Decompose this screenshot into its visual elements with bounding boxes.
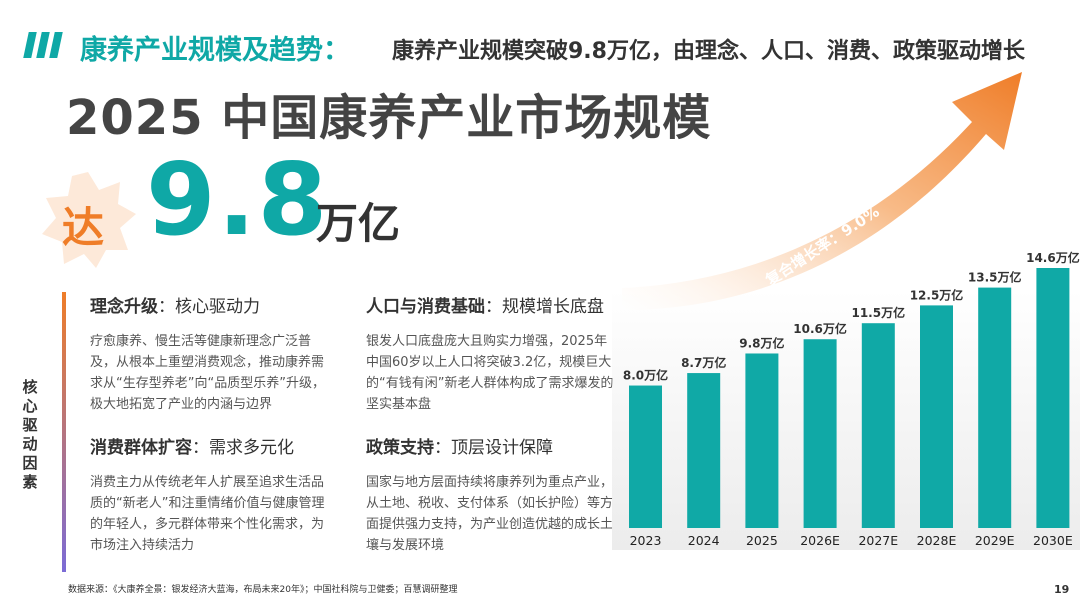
data-label-2028E: 12.5万亿 <box>910 287 964 302</box>
bar-2030E <box>1036 268 1070 528</box>
highlight-value: 9.8 <box>146 141 330 258</box>
card-key: 政策支持 <box>366 438 434 458</box>
data-source-note: 数据来源：《大康养全景：银发经济大蓝海，布局未来20年》；中国社科院与卫健委；百… <box>68 585 458 595</box>
x-tick-2025: 2025 <box>746 533 778 548</box>
card-rest: ：规模增长底盘 <box>485 297 604 317</box>
card-body: 消费主力从传统老年人扩展至追求生活品质的“新老人”和注重情绪价值与健康管理的年轻… <box>90 475 325 553</box>
section-title: 康养产业规模及趋势： <box>80 35 350 66</box>
card-key: 人口与消费基础 <box>366 297 485 317</box>
bar-2023 <box>629 385 662 528</box>
data-label-2030E: 14.6万亿 <box>1026 250 1080 265</box>
card-body: 银发人口底盘庞大且购实力增强，2025年中国60岁以上人口将突破3.2亿，规模巨… <box>366 334 614 412</box>
bar-2024 <box>687 373 721 528</box>
x-tick-2027E: 2027E <box>858 533 898 548</box>
bar-2028E <box>920 305 953 528</box>
drivers-accent-line <box>62 292 66 572</box>
data-label-2025: 9.8万亿 <box>739 335 784 350</box>
market-size-chart: 复合增长率：9.0% 8.0万亿 2023 8.7万亿 2024 9.8万亿 2025 10.… <box>612 60 1080 550</box>
highlight-prefix: 达 <box>62 203 105 252</box>
growth-arrow <box>622 72 1022 310</box>
x-tick-2029E: 2029E <box>975 533 1015 548</box>
page-title: 2025 中国康养产业市场规模 <box>66 90 712 146</box>
driver-card-population: 人口与消费基础：规模增长底盘 银发人口底盘庞大且购实力增强，2025年中国60岁… <box>366 292 616 415</box>
bar-2027E <box>861 323 895 528</box>
card-body: 国家与地方层面持续将康养列为重点产业，从土地、税收、支付体系（如长护险）等方面提… <box>366 475 614 553</box>
driver-card-concept: 理念升级：核心驱动力 疗愈康养、慢生活等健康新理念广泛普及，从根本上重塑消费观念… <box>90 292 326 415</box>
card-key: 理念升级 <box>90 297 158 317</box>
driver-card-policy: 政策支持：顶层设计保障 国家与地方层面持续将康养列为重点产业，从土地、税收、支付… <box>366 433 614 556</box>
title-decoration <box>23 32 68 58</box>
card-heading: 政策支持：顶层设计保障 <box>366 433 614 458</box>
card-rest: ：核心驱动力 <box>158 297 260 317</box>
card-rest: ：顶层设计保障 <box>434 438 553 458</box>
data-label-2023: 8.0万亿 <box>623 368 668 383</box>
chart-svg: 复合增长率：9.0% 8.0万亿 2023 8.7万亿 2024 9.8万亿 2025 10.… <box>622 72 1080 548</box>
card-heading: 理念升级：核心驱动力 <box>90 292 326 317</box>
bar-2026E <box>803 339 837 528</box>
x-tick-2026E: 2026E <box>800 533 840 548</box>
card-rest: ：需求多元化 <box>192 438 294 458</box>
x-tick-2028E: 2028E <box>917 533 957 548</box>
x-tick-2024: 2024 <box>688 533 720 548</box>
section-subtitle: 康养产业规模突破9.8万亿，由理念、人口、消费、政策驱动增长 <box>392 39 1025 64</box>
x-tick-2023: 2023 <box>630 533 662 548</box>
data-label-2026E: 10.6万亿 <box>793 321 847 336</box>
driver-card-consumers: 消费群体扩容：需求多元化 消费主力从传统老年人扩展至追求生活品质的“新老人”和注… <box>90 433 326 556</box>
card-heading: 消费群体扩容：需求多元化 <box>90 433 326 458</box>
x-tick-2030E: 2030E <box>1033 533 1073 548</box>
data-label-2027E: 11.5万亿 <box>851 305 905 320</box>
card-body: 疗愈康养、慢生活等健康新理念广泛普及，从根本上重塑消费观念，推动康养需求从“生存… <box>90 334 325 412</box>
highlight-unit: 万亿 <box>316 199 401 248</box>
starburst-badge <box>42 172 136 268</box>
data-label-2029E: 13.5万亿 <box>968 270 1022 285</box>
card-key: 消费群体扩容 <box>90 438 192 458</box>
cagr-annotation: 复合增长率：9.0% <box>762 203 883 290</box>
data-label-2024: 8.7万亿 <box>681 355 726 370</box>
page-number: 19 <box>1054 583 1070 596</box>
bar-2029E <box>978 287 1012 528</box>
bar-2025 <box>745 353 779 528</box>
card-heading: 人口与消费基础：规模增长底盘 <box>366 292 616 317</box>
drivers-side-label: 核心驱动因素 <box>22 378 38 491</box>
